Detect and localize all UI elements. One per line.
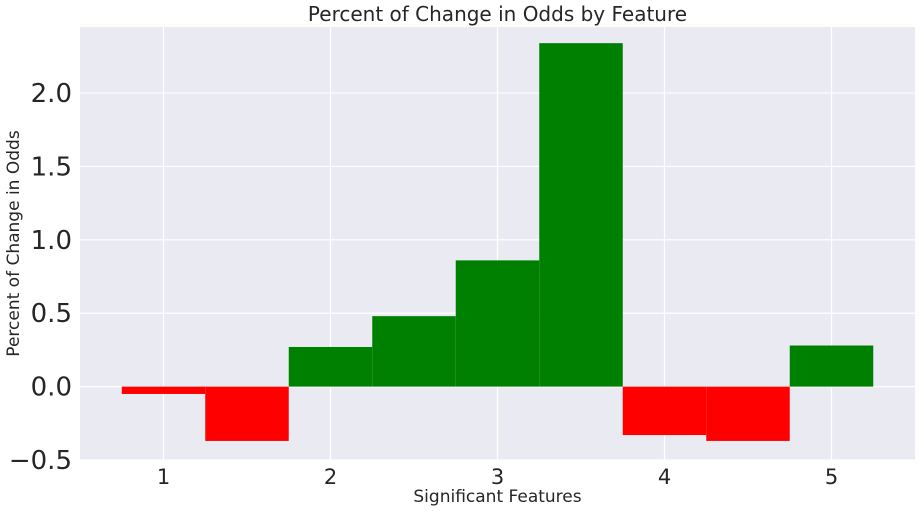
- bar-positive: [539, 43, 623, 387]
- x-tick-label: 5: [825, 465, 838, 489]
- chart-title: Percent of Change in Odds by Feature: [308, 2, 687, 26]
- bars: [121, 43, 874, 441]
- x-axis-label: Significant Features: [413, 487, 581, 507]
- y-tick-label: 0.5: [31, 299, 72, 329]
- y-tick-labels: −0.5 0.0 0.5 1.0 1.5 2.0: [9, 79, 72, 476]
- y-tick-label: 1.0: [31, 226, 72, 256]
- bar-negative: [121, 386, 206, 394]
- x-tick-labels: 1 2 3 4 5: [157, 465, 838, 489]
- bar-positive: [789, 345, 874, 387]
- y-tick-label: −0.5: [9, 446, 72, 476]
- x-tick-label: 1: [157, 465, 170, 489]
- x-tick-label: 3: [491, 465, 504, 489]
- y-tick-label: 2.0: [31, 79, 72, 109]
- bar-negative: [205, 386, 289, 441]
- bar-negative: [622, 386, 707, 436]
- bar-positive: [288, 346, 373, 387]
- bar-negative: [706, 386, 790, 441]
- x-tick-label: 4: [658, 465, 671, 489]
- bar-positive: [455, 260, 540, 387]
- y-tick-label: 1.5: [31, 152, 72, 182]
- bar-positive: [372, 316, 456, 387]
- x-tick-label: 2: [324, 465, 337, 489]
- y-tick-label: 0.0: [31, 373, 72, 403]
- y-axis-label: Percent of Change in Odds: [4, 130, 24, 357]
